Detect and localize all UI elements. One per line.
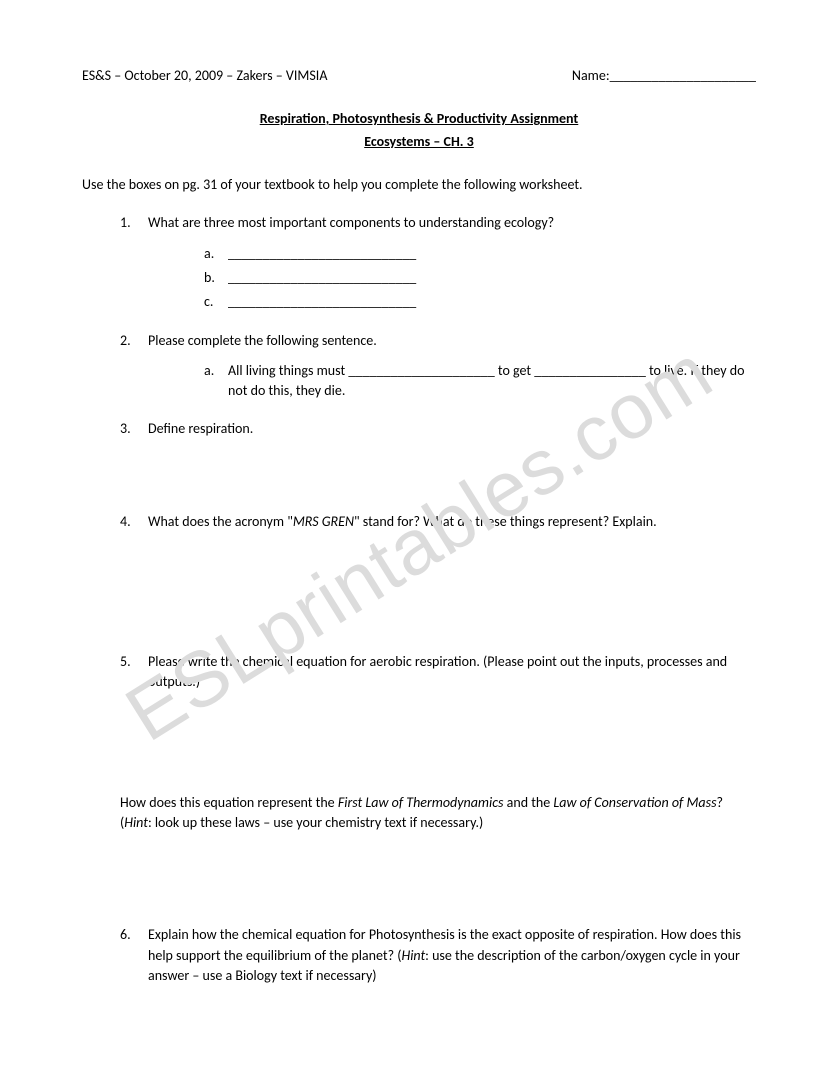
q2a-letter: a. [204,361,228,402]
question-list: 1. What are three most important compone… [82,213,756,692]
question-6: 6. Explain how the chemical equation for… [120,925,756,986]
q5-followup: How does this equation represent the Fir… [82,793,756,834]
q1c-blank: ___________________________ [228,292,756,312]
q6-text: Explain how the chemical equation for Ph… [148,925,756,986]
q1a-letter: a. [204,244,228,264]
question-4: 4. What does the acronym "MRS GREN" stan… [120,512,756,532]
follow-post2: : look up these laws – use your chemistr… [148,814,483,831]
name-field: Name:_____________________ [572,66,756,86]
q1b-letter: b. [204,268,228,288]
q2-text: Please complete the following sentence. [148,332,377,349]
follow-hint: Hint [124,814,148,831]
follow-ital2: Law of Conservation of Mass [553,794,716,811]
q3-text: Define respiration. [148,420,253,437]
q6-number: 6. [120,925,148,986]
q1c-letter: c. [204,292,228,312]
q6-hint: Hint [401,947,425,964]
q4-italic: MRS GREN [293,513,354,530]
header-row: ES&S – October 20, 2009 – Zakers – VIMSI… [82,66,756,86]
q2-sub-a: a. All living things must ______________… [204,361,756,402]
header-left: ES&S – October 20, 2009 – Zakers – VIMSI… [82,66,327,86]
q1-sub-b: b. ___________________________ [204,268,756,288]
question-5: 5. Please write the chemical equation fo… [120,652,756,693]
q2a-text: All living things must _________________… [228,361,756,402]
instruction-text: Use the boxes on pg. 31 of your textbook… [82,175,756,195]
question-list-2: 6. Explain how the chemical equation for… [82,925,756,986]
q1-sub-a: a. ___________________________ [204,244,756,264]
follow-mid: and the [503,794,553,811]
q5-number: 5. [120,652,148,693]
title-line2: Ecosystems – CH. 3 [82,131,756,153]
q5-text: Please write the chemical equation for a… [148,653,727,690]
title-block: Respiration, Photosynthesis & Productivi… [82,108,756,153]
title-line1: Respiration, Photosynthesis & Productivi… [82,108,756,130]
name-blank: _____________________ [610,67,756,84]
q1-text: What are three most important components… [148,214,554,231]
q1-number: 1. [120,213,148,316]
question-1: 1. What are three most important compone… [120,213,756,316]
q1-sub-c: c. ___________________________ [204,292,756,312]
q4-post: " stand for? What do these things repres… [354,513,657,530]
q1-sublist: a. ___________________________ b. ______… [148,234,756,313]
follow-ital1: First Law of Thermodynamics [338,794,504,811]
q1b-blank: ___________________________ [228,268,756,288]
q1a-blank: ___________________________ [228,244,756,264]
q3-number: 3. [120,419,148,439]
question-3: 3. Define respiration. [120,419,756,439]
name-label: Name: [572,67,610,84]
q2-number: 2. [120,331,148,406]
q4-text: What does the acronym "MRS GREN" stand f… [148,512,756,532]
question-2: 2. Please complete the following sentenc… [120,331,756,406]
q4-number: 4. [120,512,148,532]
follow-pre: How does this equation represent the [120,794,338,811]
q4-pre: What does the acronym " [148,513,293,530]
q2-sublist: a. All living things must ______________… [148,351,756,402]
